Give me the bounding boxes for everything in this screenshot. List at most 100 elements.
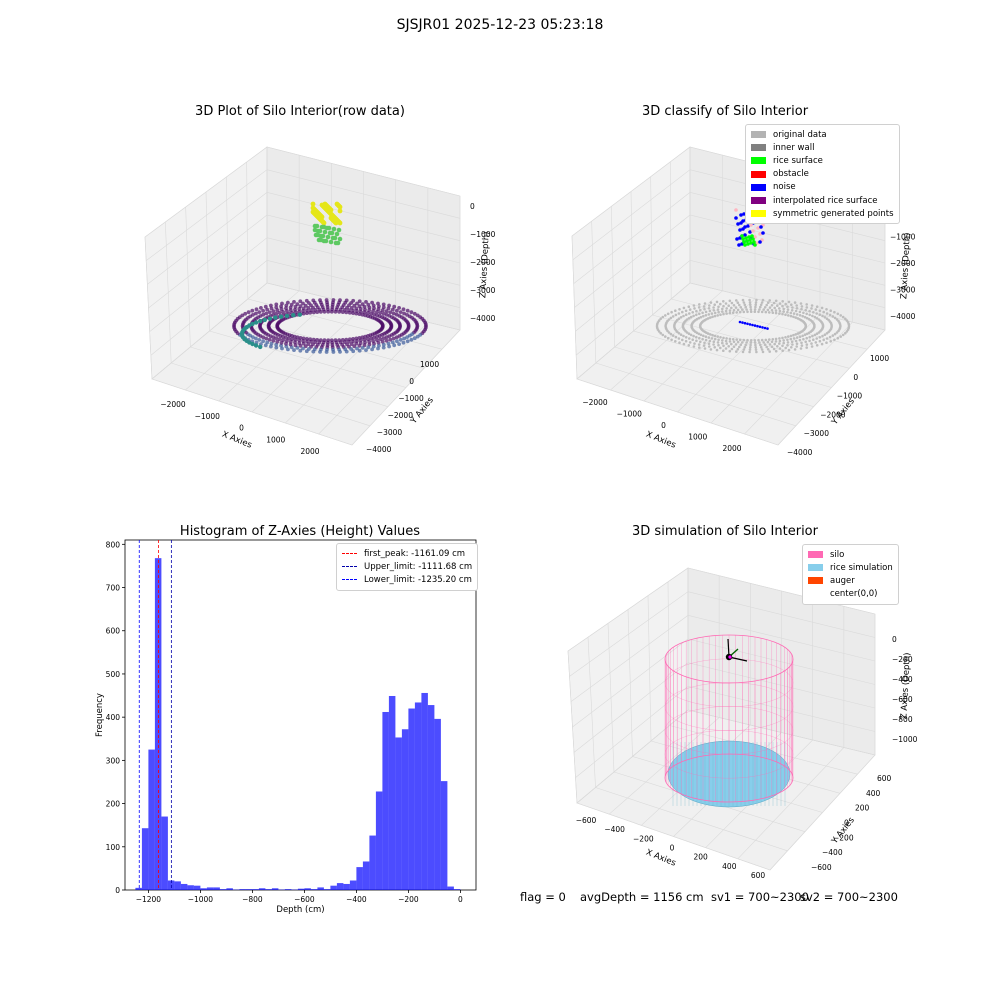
cls-point bbox=[666, 312, 670, 316]
cls-point bbox=[754, 348, 758, 351]
cls-point bbox=[766, 308, 770, 312]
raw-point bbox=[314, 223, 320, 229]
cls-point bbox=[722, 300, 725, 303]
histogram-xtick-label: −200 bbox=[398, 895, 419, 904]
cls-point bbox=[730, 301, 734, 305]
classify-3d-plot: −2000 −1000 0 1000 2000 1000 0 −1000 −2000 −3000 −… bbox=[571, 146, 916, 457]
histogram-bar bbox=[193, 885, 201, 890]
raw-xlabel: X Axies bbox=[220, 430, 253, 451]
raw-point bbox=[402, 336, 406, 341]
cls-point bbox=[800, 341, 803, 345]
cls-point bbox=[815, 337, 818, 340]
cls-point bbox=[681, 310, 684, 314]
raw-point bbox=[298, 304, 303, 309]
cls-point bbox=[750, 234, 754, 238]
raw-point bbox=[318, 298, 322, 302]
cls-point bbox=[679, 316, 683, 319]
cls-point bbox=[764, 310, 768, 314]
cls-point bbox=[713, 346, 716, 349]
cls-point bbox=[724, 309, 728, 313]
cls-point bbox=[746, 322, 749, 326]
cls-point bbox=[664, 314, 667, 317]
cls-point bbox=[748, 301, 752, 304]
raw-point bbox=[293, 304, 298, 309]
cls-point bbox=[728, 311, 732, 315]
raw-point bbox=[310, 209, 316, 215]
cls-point bbox=[781, 312, 784, 316]
raw-point bbox=[324, 350, 329, 354]
cls-point bbox=[781, 336, 784, 340]
raw-point bbox=[336, 227, 342, 233]
raw-point bbox=[409, 310, 414, 315]
cls-point bbox=[802, 311, 805, 315]
raw-point bbox=[262, 317, 267, 323]
cls-point bbox=[657, 319, 661, 322]
cls-point bbox=[745, 341, 748, 344]
histogram-ytick-label: 800 bbox=[106, 540, 121, 549]
cls-point bbox=[795, 345, 798, 348]
cls-point bbox=[743, 303, 747, 307]
cls-point bbox=[752, 240, 756, 244]
cls-point bbox=[717, 305, 720, 309]
cls-point bbox=[790, 309, 794, 312]
sim-auger-marker bbox=[728, 655, 732, 659]
cls-point bbox=[739, 306, 743, 309]
raw-point bbox=[298, 348, 303, 353]
raw-point bbox=[285, 339, 289, 343]
raw-point bbox=[344, 298, 349, 303]
cls-point bbox=[688, 337, 691, 340]
cls-point bbox=[805, 312, 808, 316]
cls-point bbox=[787, 300, 791, 304]
cls-point bbox=[825, 337, 829, 340]
histogram-bar bbox=[135, 887, 142, 890]
histogram-bar bbox=[395, 737, 402, 890]
cls-point bbox=[778, 337, 781, 340]
raw-point bbox=[378, 310, 383, 315]
raw-scatter bbox=[232, 201, 428, 354]
raw-point bbox=[301, 306, 306, 311]
cls-point bbox=[778, 309, 782, 313]
histogram-legend-swatch bbox=[342, 553, 357, 555]
cls-point bbox=[799, 347, 803, 350]
raw-point bbox=[376, 346, 380, 351]
cls-point bbox=[728, 299, 732, 303]
cls-point bbox=[670, 338, 673, 342]
raw-point bbox=[405, 339, 410, 344]
histogram-bar bbox=[427, 705, 435, 890]
raw-point bbox=[370, 300, 374, 305]
raw-point bbox=[387, 344, 391, 349]
classify-legend-swatch bbox=[751, 183, 766, 191]
raw-point bbox=[275, 339, 280, 344]
cls-point bbox=[801, 314, 804, 318]
sim-ztick: −800 bbox=[892, 715, 913, 724]
histogram-bar bbox=[362, 861, 370, 890]
cls-point bbox=[782, 341, 785, 345]
cls-point bbox=[688, 308, 692, 311]
raw-point bbox=[392, 304, 397, 309]
raw-point bbox=[310, 205, 316, 211]
cls-point bbox=[764, 338, 768, 342]
raw-point bbox=[347, 339, 351, 344]
sim-gridline bbox=[687, 709, 876, 756]
cls-point bbox=[759, 345, 763, 349]
cls-point bbox=[768, 343, 772, 346]
cls-point bbox=[789, 334, 793, 338]
sim-xtick: 200 bbox=[694, 853, 709, 862]
raw-point bbox=[355, 346, 359, 351]
cls-point bbox=[774, 311, 778, 315]
cls-point bbox=[735, 299, 738, 302]
cls-point bbox=[743, 243, 747, 247]
histogram-xtick-label: −600 bbox=[294, 895, 315, 904]
cls-point bbox=[784, 313, 787, 317]
histogram-bar bbox=[206, 887, 214, 890]
cls-point bbox=[766, 348, 770, 351]
cls-point bbox=[765, 303, 768, 307]
cls-point bbox=[747, 235, 751, 239]
sim-ztick: −1000 bbox=[892, 735, 918, 744]
raw-point bbox=[371, 303, 376, 308]
cls-point bbox=[738, 338, 742, 342]
cls-point bbox=[721, 341, 724, 345]
raw-ytick: 0 bbox=[409, 377, 414, 386]
raw-point bbox=[322, 229, 328, 235]
cls-point bbox=[790, 340, 794, 344]
